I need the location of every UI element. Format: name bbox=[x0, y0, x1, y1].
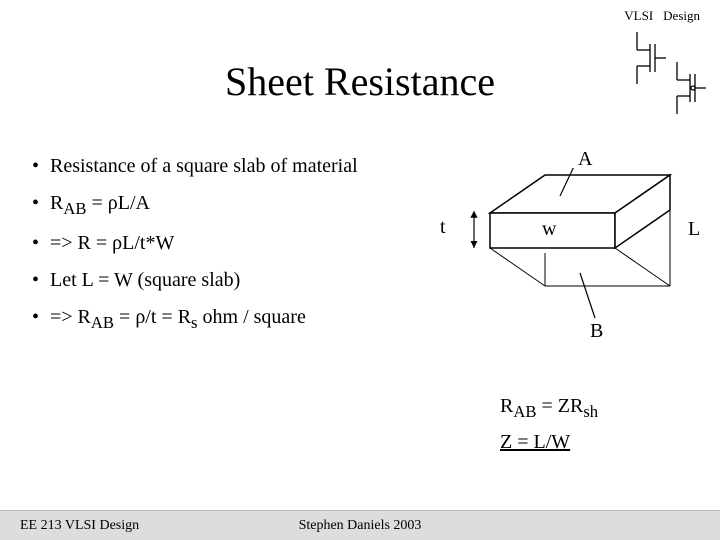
bullet-item: RAB = ρL/A bbox=[32, 185, 358, 225]
label-w: w bbox=[542, 218, 556, 241]
bullet-item: Resistance of a square slab of material bbox=[32, 148, 358, 185]
label-A: A bbox=[578, 148, 592, 171]
bullet-item: => R = ρL/t*W bbox=[32, 225, 358, 262]
slab-diagram: A t w L B bbox=[430, 168, 710, 358]
bullet-item: Let L = W (square slab) bbox=[32, 262, 358, 299]
equation-rab: RAB = ZRsh bbox=[500, 390, 598, 426]
footer: EE 213 VLSI Design Stephen Daniels 2003 bbox=[0, 510, 720, 540]
header-labels: VLSI Design bbox=[624, 8, 700, 24]
bullet-list: Resistance of a square slab of material … bbox=[32, 148, 358, 339]
footer-author: Stephen Daniels 2003 bbox=[0, 518, 720, 534]
header-vlsi: VLSI bbox=[624, 8, 653, 24]
bullet-item: => RAB = ρ/t = Rs ohm / square bbox=[32, 299, 358, 339]
header-design: Design bbox=[663, 8, 700, 24]
label-L: L bbox=[688, 218, 700, 241]
equations: RAB = ZRsh Z = L/W bbox=[500, 390, 598, 458]
label-t: t bbox=[440, 216, 446, 239]
slide-title: Sheet Resistance bbox=[0, 58, 720, 105]
label-B: B bbox=[590, 320, 603, 343]
equation-z: Z = L/W bbox=[500, 426, 598, 458]
